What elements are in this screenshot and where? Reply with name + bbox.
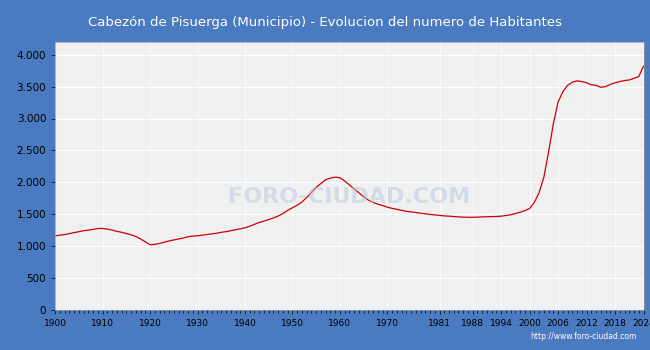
Text: Cabezón de Pisuerga (Municipio) - Evolucion del numero de Habitantes: Cabezón de Pisuerga (Municipio) - Evoluc… bbox=[88, 16, 562, 29]
Text: http://www.foro-ciudad.com: http://www.foro-ciudad.com bbox=[530, 332, 637, 341]
Text: FORO-CIUDAD.COM: FORO-CIUDAD.COM bbox=[228, 187, 471, 207]
